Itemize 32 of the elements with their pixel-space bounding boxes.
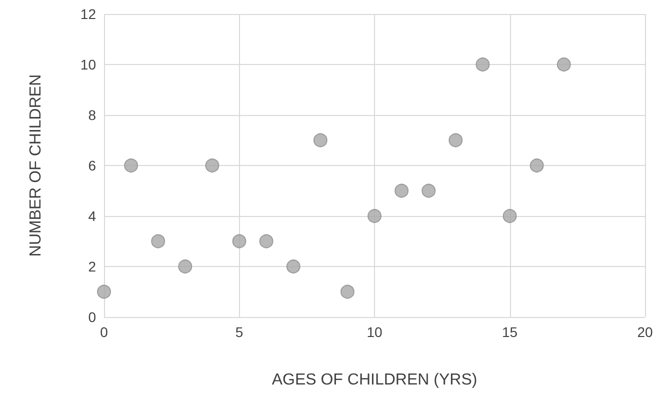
x-tick-label: 20 <box>637 324 653 340</box>
x-axis-title: AGES OF CHILDREN (YRS) <box>272 372 478 388</box>
point <box>259 234 274 248</box>
x-tick-label: 15 <box>502 324 518 340</box>
x-tick-label: 0 <box>100 324 108 340</box>
point <box>178 260 192 274</box>
point <box>232 234 246 248</box>
y-tick-label: 12 <box>80 6 96 22</box>
y-tick-label: 2 <box>88 258 96 274</box>
point <box>502 209 517 223</box>
point <box>286 260 300 274</box>
point <box>151 234 166 248</box>
y-axis-title: NUMBER OF CHILDREN <box>28 74 44 257</box>
point <box>124 158 138 172</box>
point <box>476 58 490 72</box>
y-tick-label: 8 <box>88 107 96 123</box>
point <box>422 184 436 198</box>
y-tick-label: 6 <box>88 158 96 174</box>
point <box>340 284 354 299</box>
y-tick-label: 4 <box>88 208 96 224</box>
x-tick-label: 5 <box>235 324 244 340</box>
point <box>556 58 571 72</box>
point <box>205 158 220 172</box>
y-tick-label: 10 <box>80 56 96 72</box>
point <box>448 133 463 148</box>
point <box>394 184 409 198</box>
point <box>97 284 111 299</box>
point <box>368 209 382 223</box>
x-tick-label: 10 <box>366 324 382 340</box>
y-tick-label: 0 <box>88 309 96 325</box>
point <box>530 158 544 172</box>
point <box>313 133 328 148</box>
